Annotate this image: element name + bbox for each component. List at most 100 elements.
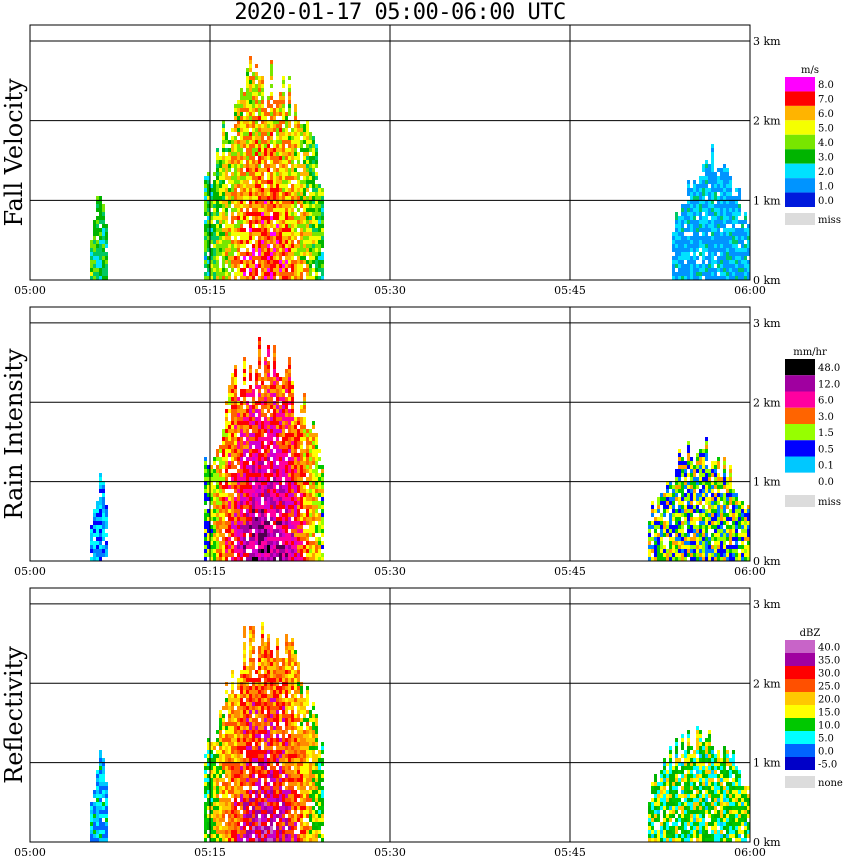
echo-cell [255,132,258,136]
echo-cell [744,260,747,264]
echo-cell [708,477,711,481]
echo-cell [279,405,282,409]
echo-cell [273,497,276,501]
echo-cell [210,806,213,810]
echo-cell [243,152,246,156]
echo-cell [99,208,102,212]
echo-cell [732,240,735,244]
echo-cell [726,180,729,184]
echo-cell [291,176,294,180]
echo-cell [213,746,216,750]
echo-cell [222,236,225,240]
echo-cell [273,128,276,132]
echo-cell [243,156,246,160]
echo-cell [309,513,312,517]
echo-cell [321,192,324,196]
echo-cell [732,529,735,533]
echo-cell [105,232,108,236]
echo-cell [291,160,294,164]
echo-cell [312,188,315,192]
echo-cell [720,485,723,489]
echo-cell [216,228,219,232]
echo-cell [231,706,234,710]
echo-cell [702,489,705,493]
echo-cell [291,224,294,228]
echo-cell [294,140,297,144]
echo-cell [99,754,102,758]
echo-cell [309,252,312,256]
echo-cell [306,216,309,220]
echo-cell [240,112,243,116]
echo-cell [279,417,282,421]
echo-cell [243,702,246,706]
echo-cell [306,429,309,433]
echo-cell [258,501,261,505]
echo-cell [240,778,243,782]
echo-cell [225,196,228,200]
echo-cell [240,224,243,228]
echo-cell [681,457,684,461]
echo-cell [228,232,231,236]
echo-cell [714,545,717,549]
echo-cell [222,240,225,244]
echo-cell [228,200,231,204]
echo-cell [270,68,273,72]
echo-cell [666,481,669,485]
echo-cell [246,425,249,429]
echo-cell [270,64,273,68]
echo-cell [666,521,669,525]
echo-cell [213,184,216,188]
echo-cell [684,533,687,537]
echo-cell [288,124,291,128]
echo-cell [204,176,207,180]
echo-cell [237,116,240,120]
echo-cell [243,204,246,208]
echo-cell [240,220,243,224]
echo-cell [678,517,681,521]
echo-cell [300,557,303,561]
echo-cell [96,200,99,204]
legend-swatch [785,134,815,150]
echo-cell [693,224,696,228]
echo-cell [270,377,273,381]
echo-cell [279,92,282,96]
echo-cell [315,148,318,152]
echo-cell [315,505,318,509]
echo-cell [279,152,282,156]
echo-cell [264,232,267,236]
echo-cell [300,252,303,256]
echo-cell [225,172,228,176]
echo-cell [306,505,309,509]
echo-cell [312,204,315,208]
echo-cell [216,192,219,196]
echo-cell [210,746,213,750]
echo-cell [291,192,294,196]
echo-cell [234,180,237,184]
echo-cell [246,216,249,220]
echo-cell [228,160,231,164]
echo-cell [312,493,315,497]
echo-cell [240,272,243,276]
echo-cell [243,272,246,276]
echo-cell [690,272,693,276]
echo-cell [231,481,234,485]
echo-cell [723,192,726,196]
echo-cell [729,465,732,469]
echo-cell [249,144,252,148]
echo-cell [99,248,102,252]
echo-cell [276,501,279,505]
echo-cell [237,509,240,513]
echo-cell [270,240,273,244]
echo-cell [717,196,720,200]
echo-cell [690,196,693,200]
echo-cell [747,517,750,521]
echo-cell [699,493,702,497]
echo-cell [279,425,282,429]
echo-cell [309,176,312,180]
echo-cell [678,240,681,244]
echo-cell [222,156,225,160]
echo-cell [240,814,243,818]
echo-cell [306,156,309,160]
echo-cell [240,710,243,714]
echo-cell [738,517,741,521]
